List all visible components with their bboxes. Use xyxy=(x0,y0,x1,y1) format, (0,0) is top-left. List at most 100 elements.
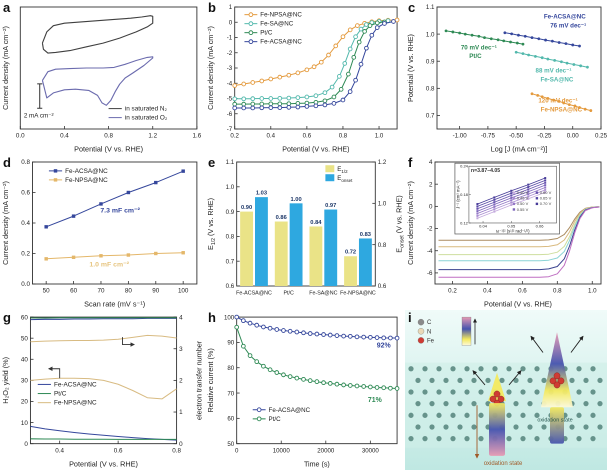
svg-text:0.8: 0.8 xyxy=(339,132,348,139)
svg-text:50: 50 xyxy=(43,288,51,295)
svg-text:-2: -2 xyxy=(227,50,233,57)
panel-letter-c: c xyxy=(408,0,416,15)
svg-text:0.8: 0.8 xyxy=(378,242,387,249)
panel-i: i C N Fe oxidation state oxidation state xyxy=(405,310,607,470)
svg-text:0.6: 0.6 xyxy=(21,190,30,197)
svg-text:0.6: 0.6 xyxy=(303,132,312,139)
panel-a: a 0.0 0.4 0.8 1.2 1.6 Potential (V vs. RHE) Cu… xyxy=(0,0,205,155)
svg-text:electron transfer number: electron transfer number xyxy=(194,340,203,420)
svg-text:0.9: 0.9 xyxy=(426,58,435,65)
svg-text:2 mA cm⁻²: 2 mA cm⁻² xyxy=(24,112,54,119)
svg-text:n=3.87–4.05: n=3.87–4.05 xyxy=(471,168,500,174)
svg-text:50: 50 xyxy=(227,441,234,448)
svg-text:C: C xyxy=(427,320,432,326)
svg-text:10000: 10000 xyxy=(273,447,291,454)
svg-text:0.4: 0.4 xyxy=(55,447,64,454)
svg-text:0.7: 0.7 xyxy=(426,113,435,120)
svg-text:Fe-ACSA@NC: Fe-ACSA@NC xyxy=(236,290,272,296)
svg-text:0.4: 0.4 xyxy=(483,288,492,295)
svg-text:1.0 mF cm⁻²: 1.0 mF cm⁻² xyxy=(89,261,129,268)
svg-text:Relative current (%): Relative current (%) xyxy=(206,348,215,412)
panel-letter-a: a xyxy=(3,0,11,15)
svg-text:N: N xyxy=(427,329,431,335)
svg-text:50: 50 xyxy=(21,335,28,342)
svg-text:80: 80 xyxy=(227,365,234,372)
svg-text:Scan rate (mV s⁻¹): Scan rate (mV s⁻¹) xyxy=(84,300,145,309)
svg-text:60: 60 xyxy=(21,314,28,321)
svg-text:oxidation state: oxidation state xyxy=(484,461,523,467)
svg-text:Pt/C: Pt/C xyxy=(260,30,273,37)
svg-text:-0.25: -0.25 xyxy=(537,133,552,140)
svg-text:100: 100 xyxy=(178,288,189,295)
svg-text:-3: -3 xyxy=(227,65,233,72)
svg-text:0.9: 0.9 xyxy=(226,209,235,216)
svg-text:0.12: 0.12 xyxy=(460,220,469,225)
svg-text:Potential (V vs. RHE): Potential (V vs. RHE) xyxy=(484,300,552,309)
svg-text:92%: 92% xyxy=(377,342,392,349)
panel-letter-i: i xyxy=(408,310,412,325)
svg-text:Pt/C: Pt/C xyxy=(269,416,282,423)
svg-text:0.18: 0.18 xyxy=(460,192,469,197)
svg-text:0.2: 0.2 xyxy=(230,132,239,139)
chart-stability-chronoamperometry: 0 10000 20000 30000 50 60 70 80 90 100 Time (s) Rel… xyxy=(206,314,400,468)
svg-text:0.4: 0.4 xyxy=(60,133,69,140)
svg-text:-5: -5 xyxy=(227,96,233,103)
svg-text:H₂O₂ yield (%): H₂O₂ yield (%) xyxy=(1,357,10,404)
panel-letter-e: e xyxy=(208,155,216,170)
svg-text:70 mV dec⁻¹: 70 mV dec⁻¹ xyxy=(461,44,497,51)
svg-text:0.8: 0.8 xyxy=(226,234,235,241)
svg-text:0.97: 0.97 xyxy=(325,203,336,209)
svg-text:J⁻¹ (cm² mA⁻¹): J⁻¹ (cm² mA⁻¹) xyxy=(455,180,460,209)
svg-text:1.6: 1.6 xyxy=(193,133,202,140)
svg-text:1.0: 1.0 xyxy=(378,201,387,208)
svg-text:Fe-NPSA@NC: Fe-NPSA@NC xyxy=(260,12,302,19)
panel-letter-g: g xyxy=(3,310,11,325)
svg-text:in saturated O₂: in saturated O₂ xyxy=(125,115,168,122)
svg-text:Fe: Fe xyxy=(427,338,435,344)
svg-text:Pt/C: Pt/C xyxy=(54,391,67,398)
panel-e: e 0.6 0.7 0.8 0.9 1.0 1.1 0.6 0.8 1.0 1.2 E1/2 (V … xyxy=(205,155,405,310)
svg-text:7.3 mF cm⁻²: 7.3 mF cm⁻² xyxy=(100,207,140,214)
svg-text:-6: -6 xyxy=(227,111,233,118)
chart-orr-polarization: 0.2 0.4 0.6 0.8 1.0 1 0 -1 -2 -3 -4 -5 -6 -7 Potential… xyxy=(207,4,400,154)
svg-text:0: 0 xyxy=(229,19,233,26)
svg-text:Potential (V vs. RHE): Potential (V vs. RHE) xyxy=(282,145,349,153)
svg-text:3: 3 xyxy=(179,346,183,353)
svg-text:E1/2 (V vs. RHE): E1/2 (V vs. RHE) xyxy=(207,198,217,250)
panel-c: c -1.00 -0.75 -0.50 -0.25 0.00 0.25 0.7 0.8 0.9 1… xyxy=(405,0,607,155)
svg-text:Fe-NPSA@NC: Fe-NPSA@NC xyxy=(65,177,108,184)
svg-text:70: 70 xyxy=(227,390,234,397)
chart-cv-curves: 0.0 0.4 0.8 1.2 1.6 Potential (V vs. RHE) Curr… xyxy=(1,6,202,153)
svg-text:10: 10 xyxy=(21,420,28,427)
svg-text:30: 30 xyxy=(21,378,28,385)
svg-text:80: 80 xyxy=(125,288,133,295)
svg-text:1.0: 1.0 xyxy=(588,288,597,295)
svg-text:0.50 V: 0.50 V xyxy=(517,201,529,206)
svg-text:0.70 V: 0.70 V xyxy=(540,201,552,206)
svg-text:60: 60 xyxy=(227,416,234,423)
svg-text:Fe-ACSA@NC: Fe-ACSA@NC xyxy=(544,14,586,21)
svg-text:0.72: 0.72 xyxy=(345,250,356,256)
panel-b: b 0.2 0.4 0.6 0.8 1.0 1 0 -1 -2 -3 -4 -5 -6 -7 Potenti… xyxy=(205,0,405,155)
panel-letter-d: d xyxy=(3,155,11,170)
svg-text:-0.75: -0.75 xyxy=(481,133,496,140)
panel-d: d 50 60 70 80 90 100 0.0 0.2 0.4 0.6 0.8 Scan rate … xyxy=(0,155,205,310)
svg-text:Fe-NPSA@NC: Fe-NPSA@NC xyxy=(340,290,376,296)
chart-cdl-scan-rate: 50 60 70 80 90 100 0.0 0.2 0.4 0.6 0.8 Scan rate (m… xyxy=(1,159,198,309)
svg-text:0.84: 0.84 xyxy=(310,220,322,226)
svg-text:Log [J (mA cm⁻²)]: Log [J (mA cm⁻²)] xyxy=(491,145,548,154)
svg-text:0.24: 0.24 xyxy=(460,164,469,169)
svg-text:2: 2 xyxy=(429,181,433,188)
svg-text:0.4: 0.4 xyxy=(267,132,276,139)
svg-text:Time (s): Time (s) xyxy=(304,459,330,468)
svg-text:90: 90 xyxy=(152,288,160,295)
svg-text:88 mV dec⁻¹: 88 mV dec⁻¹ xyxy=(536,68,572,75)
svg-text:Fe-SA@NC: Fe-SA@NC xyxy=(540,76,573,83)
svg-text:-2: -2 xyxy=(427,226,433,233)
svg-text:Current density (mA cm⁻²): Current density (mA cm⁻²) xyxy=(406,181,415,265)
svg-text:Pt/C: Pt/C xyxy=(283,290,294,296)
svg-text:0: 0 xyxy=(235,447,239,454)
svg-text:Fe-NPSA@NC: Fe-NPSA@NC xyxy=(541,107,583,114)
svg-text:0.8: 0.8 xyxy=(426,86,435,93)
svg-text:60: 60 xyxy=(70,288,78,295)
